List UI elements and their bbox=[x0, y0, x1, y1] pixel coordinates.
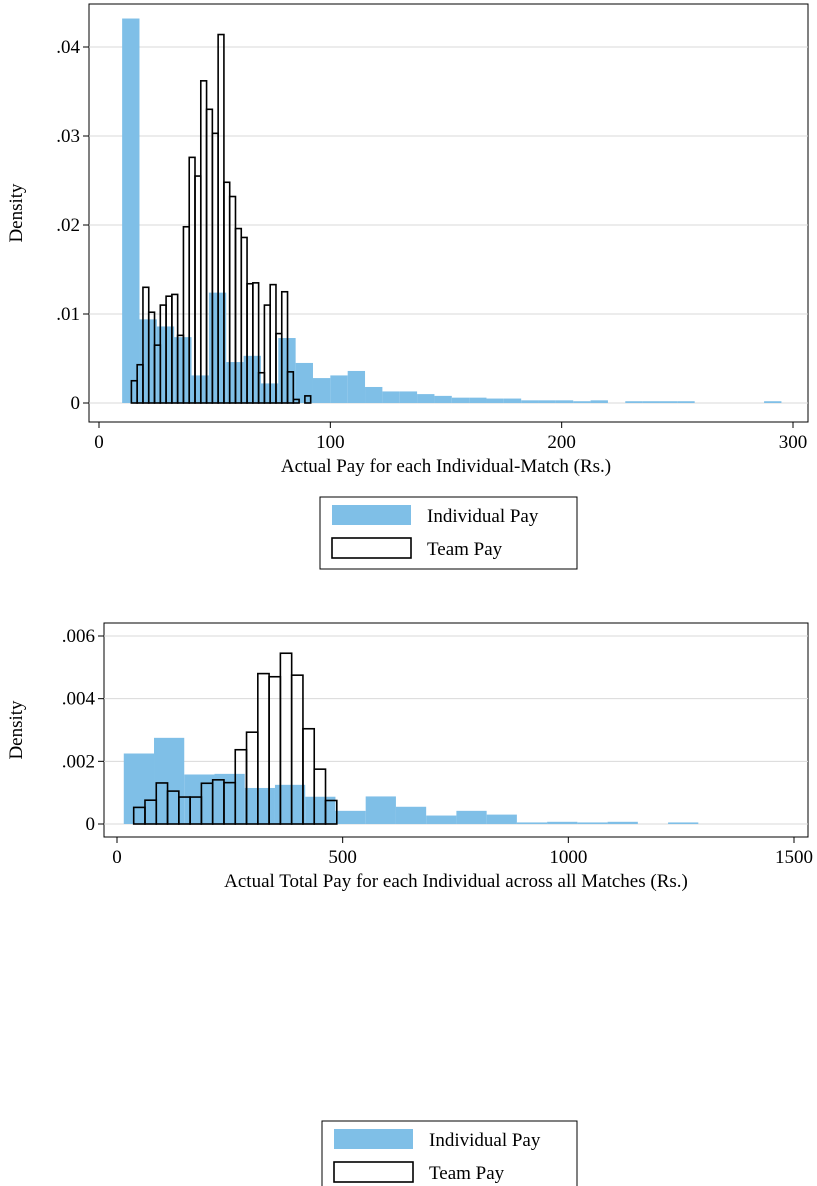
bar-individual-pay bbox=[538, 400, 556, 403]
legend-swatch-individual bbox=[334, 1129, 413, 1149]
legend-label-individual: Individual Pay bbox=[427, 506, 539, 527]
bar-individual-pay bbox=[122, 18, 140, 404]
bar-individual-pay bbox=[244, 787, 275, 824]
bar-individual-pay bbox=[312, 378, 331, 403]
y-tick-label: .01 bbox=[56, 304, 80, 325]
bar-individual-pay bbox=[668, 822, 699, 824]
bar-individual-pay bbox=[274, 784, 306, 824]
x-tick-label: 100 bbox=[316, 432, 345, 453]
bar-team-pay bbox=[292, 398, 300, 404]
y-tick-label: .02 bbox=[56, 215, 80, 236]
bar-individual-pay bbox=[516, 822, 548, 824]
x-tick-label: 0 bbox=[94, 432, 104, 453]
y-tick-label: .006 bbox=[62, 626, 95, 647]
bar-individual-pay bbox=[607, 821, 638, 824]
y-tick-label: .03 bbox=[56, 126, 80, 147]
x-tick-label: 500 bbox=[328, 847, 357, 868]
bar-individual-pay bbox=[451, 397, 470, 403]
bar-individual-pay bbox=[295, 362, 313, 403]
chart-total-pay: 0 .002 .004 .006 0 500 1000 1500 Density Actua… bbox=[6, 622, 813, 1186]
y-axis: 0 .01 .02 .03 .04 bbox=[56, 37, 89, 414]
bar-individual-pay bbox=[577, 822, 608, 824]
bar-individual-pay bbox=[503, 398, 522, 403]
bar-individual-pay bbox=[335, 810, 366, 824]
y-tick-label: .004 bbox=[62, 689, 96, 710]
bar-individual-pay bbox=[677, 401, 695, 403]
bar-individual-pay bbox=[154, 737, 185, 824]
bar-individual-pay bbox=[184, 774, 215, 824]
bar-team-pay bbox=[252, 282, 260, 404]
bar-individual-pay bbox=[417, 394, 435, 403]
y-axis: 0 .002 .004 .006 bbox=[62, 626, 104, 835]
y-axis-title: Density bbox=[6, 183, 27, 243]
histogram-bars bbox=[123, 652, 699, 825]
bar-team-pay bbox=[313, 768, 327, 825]
y-tick-label: .04 bbox=[56, 37, 80, 58]
bar-individual-pay bbox=[382, 391, 400, 403]
bar-individual-pay bbox=[469, 397, 487, 403]
plot-area-border bbox=[88, 3, 809, 423]
y-tick-label: 0 bbox=[86, 814, 96, 835]
legend-swatch-team bbox=[333, 1161, 414, 1183]
x-axis: 0 500 1000 1500 bbox=[112, 837, 813, 868]
bar-team-pay bbox=[280, 290, 289, 404]
bar-individual-pay bbox=[521, 400, 539, 403]
bar-individual-pay bbox=[547, 821, 578, 824]
chart-individual-match: 0 .01 .02 .03 .04 0 100 200 300 Density Actual … bbox=[6, 3, 809, 570]
legend-label-team: Team Pay bbox=[429, 1163, 505, 1184]
bar-team-pay bbox=[324, 799, 338, 825]
bar-team-pay bbox=[304, 395, 312, 404]
legend-swatch-individual bbox=[332, 505, 411, 525]
histogram-bars bbox=[122, 18, 782, 404]
bar-individual-pay bbox=[642, 401, 660, 403]
x-tick-label: 0 bbox=[112, 847, 122, 868]
bar-individual-pay bbox=[486, 398, 504, 403]
legend-swatch-team bbox=[331, 537, 412, 559]
bar-individual-pay bbox=[365, 796, 396, 824]
legend: Individual Pay Team Pay bbox=[321, 1120, 578, 1186]
bar-individual-pay bbox=[426, 815, 457, 824]
y-axis-title: Density bbox=[6, 700, 27, 760]
bar-individual-pay bbox=[214, 773, 245, 824]
x-axis-title: Actual Pay for each Individual-Match (Rs… bbox=[281, 456, 611, 477]
x-tick-label: 1500 bbox=[775, 847, 813, 868]
bar-individual-pay bbox=[573, 401, 591, 403]
x-tick-label: 1000 bbox=[549, 847, 587, 868]
bar-team-pay bbox=[286, 371, 295, 404]
bar-individual-pay bbox=[330, 375, 348, 403]
x-tick-label: 300 bbox=[779, 432, 808, 453]
bar-individual-pay bbox=[365, 386, 383, 403]
bar-individual-pay bbox=[395, 806, 427, 824]
legend-label-individual: Individual Pay bbox=[429, 1130, 541, 1151]
bar-individual-pay bbox=[123, 753, 155, 824]
bar-individual-pay bbox=[590, 400, 608, 403]
x-tick-label: 200 bbox=[547, 432, 576, 453]
y-tick-label: .002 bbox=[62, 751, 95, 772]
bar-individual-pay bbox=[659, 401, 678, 403]
bar-individual-pay bbox=[555, 400, 574, 403]
legend: Individual Pay Team Pay bbox=[319, 496, 578, 570]
bar-individual-pay bbox=[486, 814, 517, 824]
bar-individual-pay bbox=[434, 395, 452, 403]
bar-individual-pay bbox=[625, 401, 643, 403]
legend-label-team: Team Pay bbox=[427, 539, 503, 560]
y-tick-label: 0 bbox=[71, 393, 81, 414]
bar-individual-pay bbox=[347, 370, 366, 403]
bar-individual-pay bbox=[399, 391, 418, 403]
bar-individual-pay bbox=[456, 810, 487, 824]
x-axis: 0 100 200 300 bbox=[94, 422, 807, 453]
bar-individual-pay bbox=[764, 401, 782, 403]
x-axis-title: Actual Total Pay for each Individual acr… bbox=[224, 871, 688, 892]
